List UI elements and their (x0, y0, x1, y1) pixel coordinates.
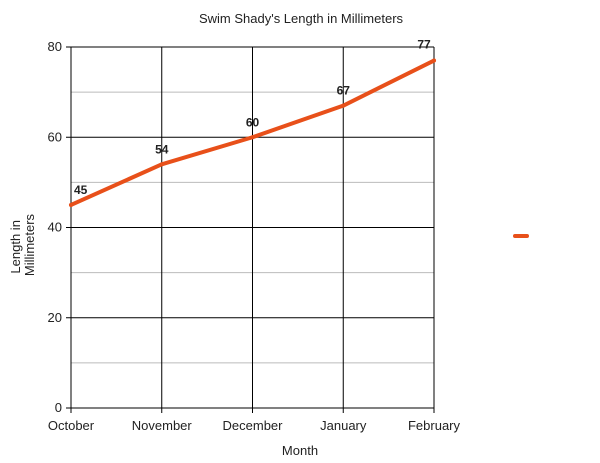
series-layer (69, 58, 436, 207)
y-tick-label: 0 (55, 400, 62, 415)
x-tick-label: February (408, 418, 461, 433)
data-label: 77 (417, 38, 431, 52)
y-axis-label-line-1: Length in (8, 220, 23, 274)
y-tick-label: 80 (48, 39, 62, 54)
y-axis-tick-labels: 0 20 40 60 80 (48, 39, 62, 415)
data-label: 54 (155, 142, 169, 156)
x-tick-label: January (320, 418, 367, 433)
y-axis-label: Length in Millimeters (8, 213, 37, 276)
x-axis-label: Month (282, 443, 318, 458)
x-tick-label: November (132, 418, 193, 433)
data-label: 60 (246, 115, 260, 129)
major-gridlines (66, 46, 435, 413)
data-point (250, 135, 255, 140)
data-point (432, 58, 436, 63)
x-tick-label: December (223, 418, 284, 433)
y-axis-label-line-2: Millimeters (22, 213, 37, 276)
data-label: 67 (337, 84, 351, 98)
chart-title: Swim Shady's Length in Millimeters (199, 11, 404, 26)
data-point (341, 103, 346, 108)
x-tick-label: October (48, 418, 95, 433)
data-point (69, 202, 73, 207)
y-tick-label: 40 (48, 220, 62, 235)
x-axis-tick-labels: October November December January February (48, 418, 461, 433)
data-labels: 45 54 60 67 77 (74, 38, 431, 197)
data-point (159, 162, 164, 167)
y-tick-label: 20 (48, 310, 62, 325)
data-label: 45 (74, 183, 88, 197)
y-tick-label: 60 (48, 129, 62, 144)
